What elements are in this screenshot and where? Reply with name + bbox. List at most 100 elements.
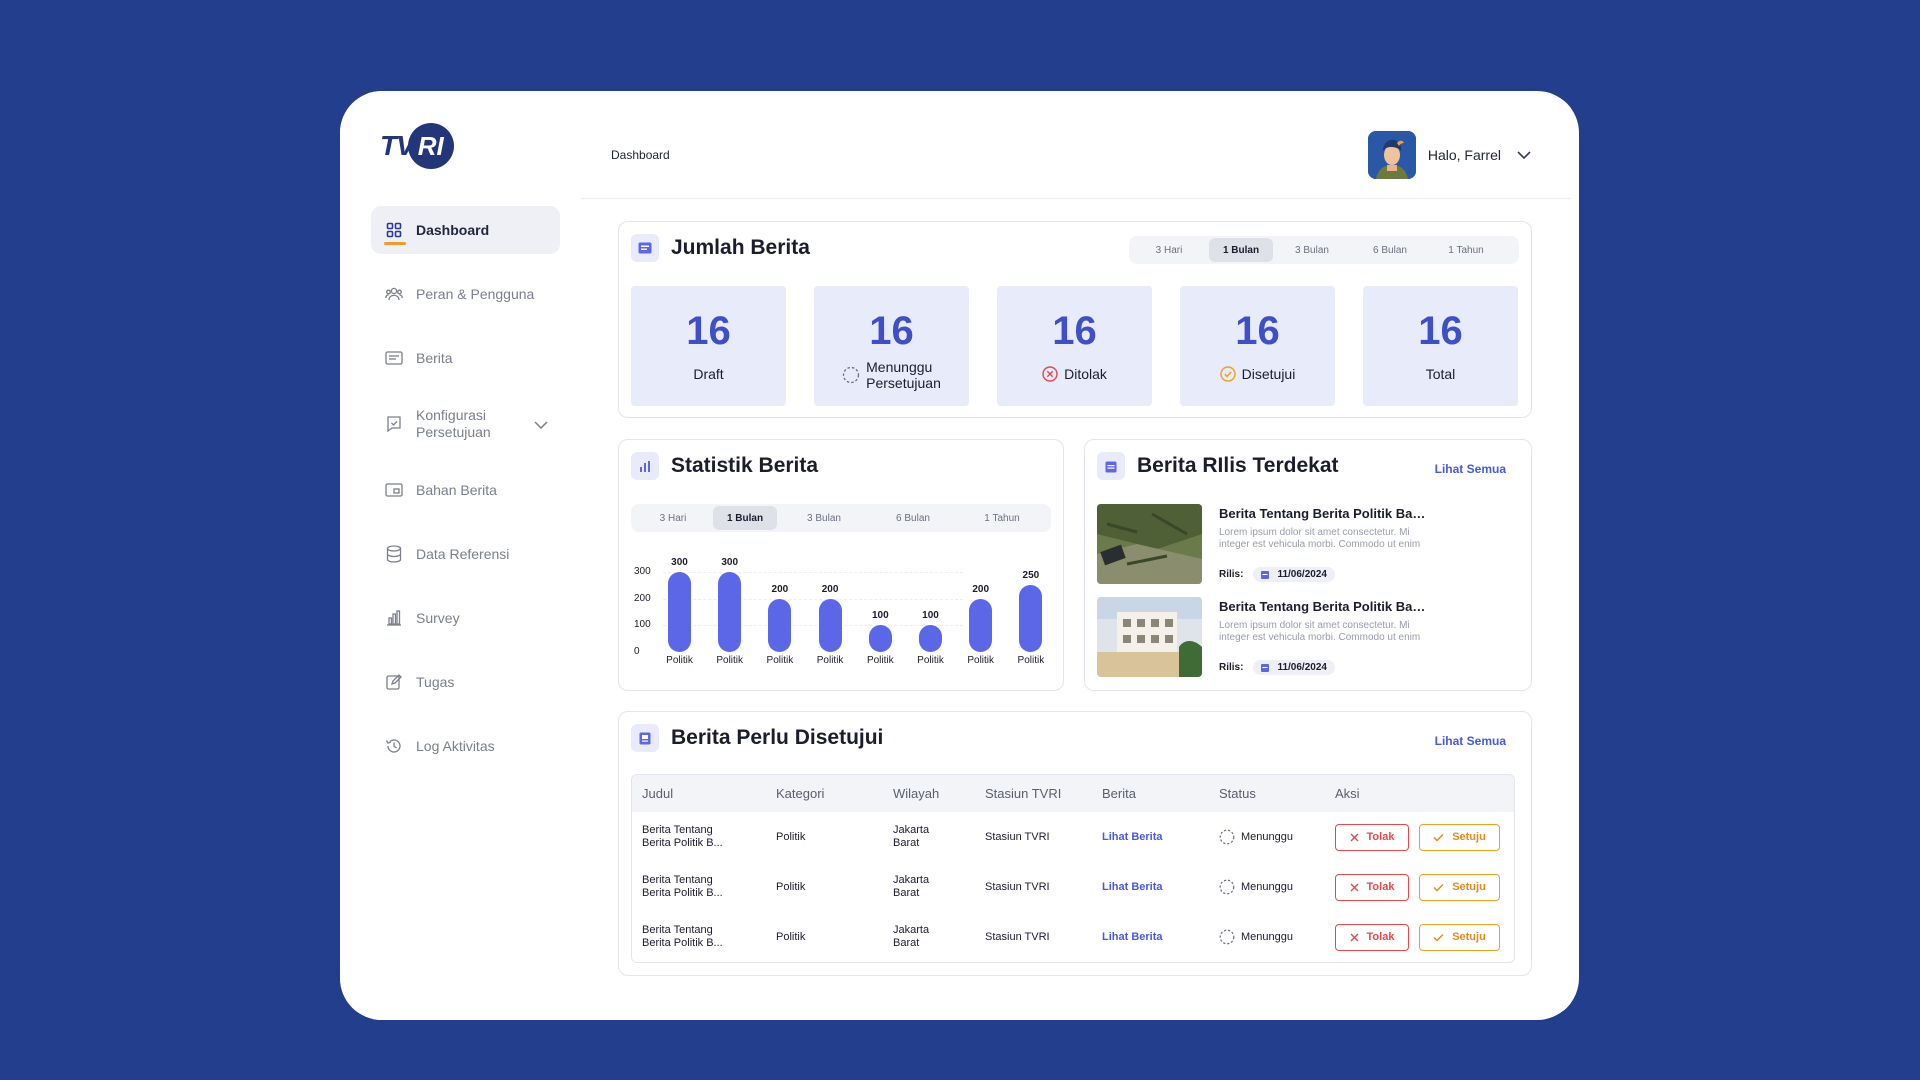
bar-value-label: 200 xyxy=(771,583,789,595)
x-tick-label: Politik xyxy=(917,655,944,666)
cell-status: Menunggu xyxy=(1219,879,1293,895)
judul-line-2: Berita Politik B... xyxy=(642,837,723,849)
range-option-3-hari[interactable]: 3 Hari xyxy=(659,512,687,524)
stat-value: 16 xyxy=(1235,309,1280,353)
stat-card-draft[interactable]: 16 Draft xyxy=(631,286,786,406)
breadcrumb[interactable]: Dashboard xyxy=(611,148,670,162)
stat-card-ditolak[interactable]: 16 Ditolak xyxy=(997,286,1152,406)
chevron-down-icon[interactable] xyxy=(534,416,548,432)
media-icon xyxy=(384,480,404,500)
approve-button[interactable]: Setuju xyxy=(1419,873,1500,901)
approve-label: Setuju xyxy=(1452,931,1486,943)
chart-bar[interactable] xyxy=(668,572,691,652)
range-option-1-bulan[interactable]: 1 Bulan xyxy=(1209,238,1273,262)
view-news-link[interactable]: Lihat Berita xyxy=(1102,931,1163,943)
wilayah-line-2: Barat xyxy=(893,937,920,949)
chart-bar[interactable] xyxy=(718,572,742,652)
range-option-3-bulan[interactable]: 3 Bulan xyxy=(807,512,841,524)
stat-label: Ditolak xyxy=(997,366,1152,382)
range-option-3-bulan[interactable]: 3 Bulan xyxy=(1295,244,1329,256)
chart-bar[interactable] xyxy=(1019,585,1043,652)
pending-icon xyxy=(842,366,860,384)
reject-button[interactable]: Tolak xyxy=(1335,823,1409,851)
cell-aksi: Tolak Setuju xyxy=(1335,923,1500,951)
approve-button[interactable]: Setuju xyxy=(1419,823,1500,851)
range-option-6-bulan[interactable]: 6 Bulan xyxy=(896,512,930,524)
sidebar-item-dashboard[interactable]: Dashboard xyxy=(371,206,560,254)
newspaper-icon xyxy=(631,234,659,262)
chart-bar[interactable] xyxy=(818,598,842,652)
view-news-link[interactable]: Lihat Berita xyxy=(1102,831,1163,843)
bar-chart-icon xyxy=(631,452,659,480)
sidebar-item-label: Berita xyxy=(416,350,453,366)
y-tick-label: 0 xyxy=(634,646,640,657)
range-option-1-tahun[interactable]: 1 Tahun xyxy=(984,512,1020,524)
pending-icon xyxy=(1219,829,1235,845)
range-option-1-bulan[interactable]: 1 Bulan xyxy=(713,506,777,530)
chart-icon xyxy=(384,608,404,628)
bar-value-label: 300 xyxy=(721,557,739,568)
news-icon xyxy=(384,348,404,368)
release-date-badge: 11/06/2024 xyxy=(1253,567,1335,582)
see-all-link[interactable]: Lihat Semua xyxy=(1434,734,1506,748)
card-header: Berita RIlis Terdekat xyxy=(1097,452,1339,480)
cell-wilayah: Jakarta Barat xyxy=(893,874,929,900)
cell-kategori: Politik xyxy=(776,931,806,943)
logo-ri-circle: RI xyxy=(407,123,454,169)
sidebar-item-log-aktivitas[interactable]: Log Aktivitas xyxy=(371,722,560,770)
sidebar-item-berita[interactable]: Berita xyxy=(371,334,560,382)
cell-judul: Berita Tentang Berita Politik B... xyxy=(642,824,752,850)
reject-button[interactable]: Tolak xyxy=(1335,873,1409,901)
range-option-1-tahun[interactable]: 1 Tahun xyxy=(1448,244,1484,256)
stat-card-menunggu[interactable]: 16 Menunggu Persetujuan xyxy=(814,286,969,406)
release-date: 11/06/2024 xyxy=(1277,569,1327,580)
stat-label: Disetujui xyxy=(1180,366,1335,382)
sidebar-item-label: Data Referensi xyxy=(416,546,510,562)
app-window: TV RI Dashboard Peran & Pengguna xyxy=(340,91,1579,1020)
news-item[interactable]: Berita Tentang Berita Politik Bandung, J… xyxy=(1097,597,1429,677)
news-title[interactable]: Berita Tentang Berita Politik Bandung, J… xyxy=(1219,506,1429,521)
tvri-logo[interactable]: TV RI xyxy=(380,123,454,169)
news-item[interactable]: Berita Tentang Berita Politik Bandung, J… xyxy=(1097,504,1429,584)
chart-bar[interactable] xyxy=(919,625,942,652)
stat-card-disetujui[interactable]: 16 Disetujui xyxy=(1180,286,1335,406)
rejected-icon xyxy=(1042,366,1058,382)
chart-bar[interactable] xyxy=(868,625,892,652)
column-header-wilayah[interactable]: Wilayah xyxy=(893,786,940,801)
database-icon xyxy=(384,544,404,564)
column-header-berita[interactable]: Berita xyxy=(1102,786,1136,801)
range-option-3-hari[interactable]: 3 Hari xyxy=(1155,244,1183,256)
see-all-link[interactable]: Lihat Semua xyxy=(1434,462,1506,476)
chart-bar[interactable] xyxy=(768,598,792,652)
cell-judul: Berita Tentang Berita Politik B... xyxy=(642,924,752,950)
stat-card-total[interactable]: 16 Total xyxy=(1363,286,1518,406)
chart-bar[interactable] xyxy=(969,598,993,652)
pending-icon xyxy=(1219,879,1235,895)
reject-label: Tolak xyxy=(1366,881,1395,893)
stat-value: 16 xyxy=(869,309,914,353)
sidebar-item-data-referensi[interactable]: Data Referensi xyxy=(371,530,560,578)
column-header-judul[interactable]: Judul xyxy=(642,786,674,801)
sidebar-item-tugas[interactable]: Tugas xyxy=(371,658,560,706)
chevron-down-icon[interactable] xyxy=(1517,146,1531,164)
sidebar-item-bahan-berita[interactable]: Bahan Berita xyxy=(371,466,560,514)
approve-button[interactable]: Setuju xyxy=(1419,923,1500,951)
range-option-6-bulan[interactable]: 6 Bulan xyxy=(1373,244,1407,256)
column-header-kategori[interactable]: Kategori xyxy=(776,786,825,801)
sidebar: TV RI Dashboard Peran & Pengguna xyxy=(340,91,580,1020)
cell-status: Menunggu xyxy=(1219,829,1293,845)
sidebar-item-survey[interactable]: Survey xyxy=(371,594,560,642)
sidebar-item-label: Survey xyxy=(416,610,460,626)
view-news-link[interactable]: Lihat Berita xyxy=(1102,881,1163,893)
column-header-stasiun[interactable]: Stasiun TVRI xyxy=(985,786,1062,801)
sidebar-item-peran-pengguna[interactable]: Peran & Pengguna xyxy=(371,270,560,318)
sidebar-item-konfigurasi-persetujuan[interactable]: Konfigurasi Persetujuan xyxy=(371,398,560,450)
news-title[interactable]: Berita Tentang Berita Politik Bandung, J… xyxy=(1219,599,1429,614)
approved-icon xyxy=(1219,366,1236,382)
x-tick-label: Politik xyxy=(866,655,894,666)
column-header-status[interactable]: Status xyxy=(1219,786,1256,801)
user-menu[interactable]: Halo, Farrel xyxy=(1367,131,1531,179)
reject-button[interactable]: Tolak xyxy=(1335,923,1409,951)
main-area: Dashboard Halo, Farrel xyxy=(581,99,1571,1011)
check-icon xyxy=(1433,933,1444,942)
